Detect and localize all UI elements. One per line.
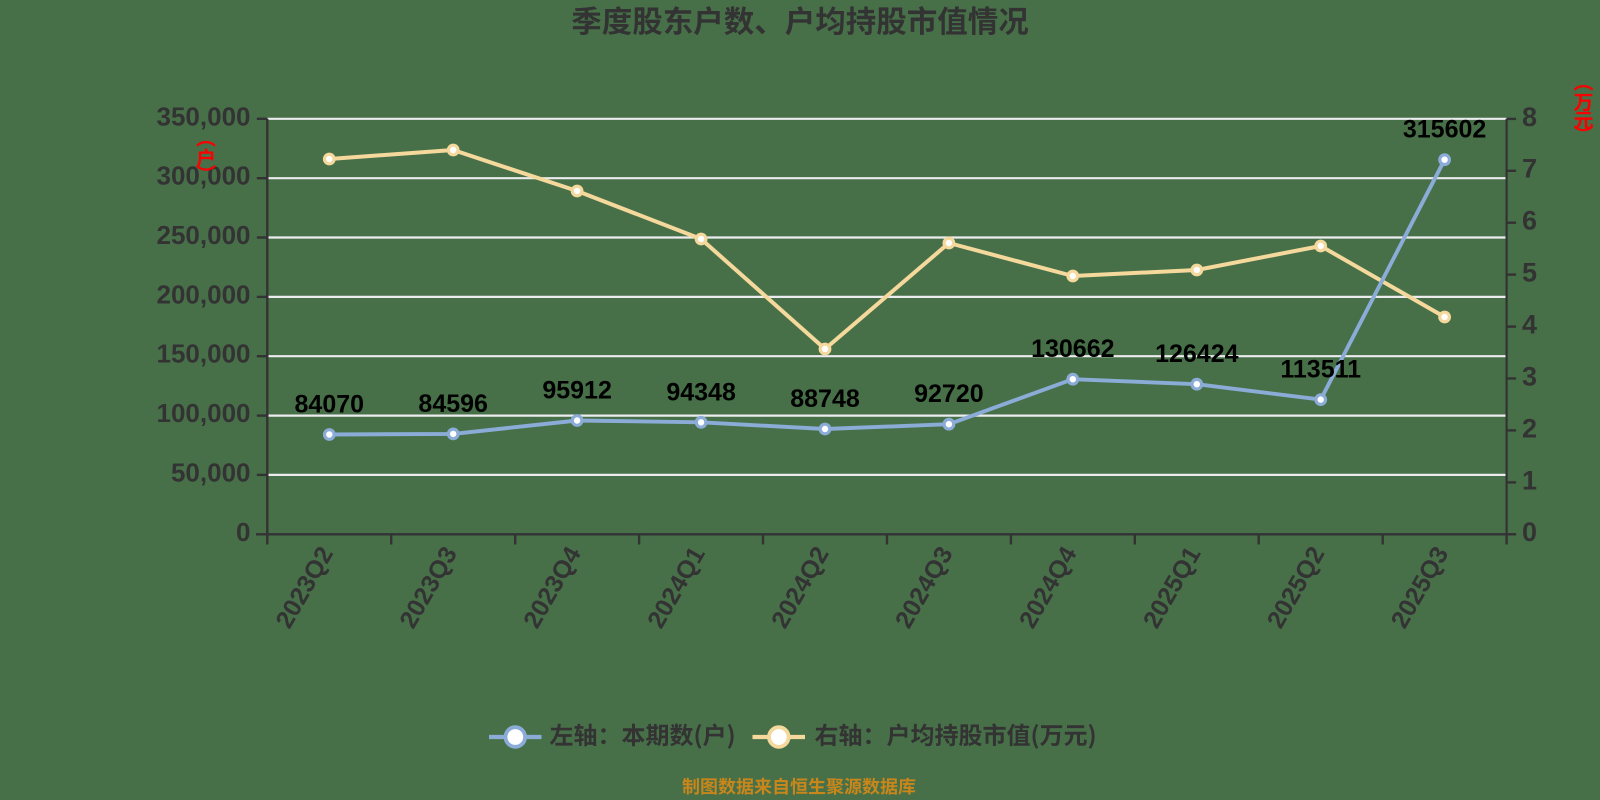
svg-text:300,000: 300,000 bbox=[157, 161, 251, 191]
svg-text:94348: 94348 bbox=[666, 378, 736, 406]
svg-text:250,000: 250,000 bbox=[157, 220, 251, 250]
svg-text:5: 5 bbox=[1522, 258, 1537, 288]
svg-text:150,000: 150,000 bbox=[157, 339, 251, 369]
svg-text:92720: 92720 bbox=[914, 380, 984, 408]
svg-text:88748: 88748 bbox=[790, 385, 860, 413]
svg-text:95912: 95912 bbox=[542, 377, 612, 405]
svg-text:0: 0 bbox=[1522, 517, 1537, 547]
svg-text:84070: 84070 bbox=[295, 391, 365, 419]
svg-text:6: 6 bbox=[1522, 206, 1537, 236]
svg-text:0: 0 bbox=[236, 517, 250, 547]
svg-text:350,000: 350,000 bbox=[157, 101, 251, 131]
svg-text:50,000: 50,000 bbox=[171, 457, 251, 487]
svg-text:126424: 126424 bbox=[1155, 340, 1239, 368]
svg-text:113511: 113511 bbox=[1280, 356, 1361, 384]
svg-text:100,000: 100,000 bbox=[157, 398, 251, 428]
svg-text:4: 4 bbox=[1522, 310, 1537, 340]
svg-text:8: 8 bbox=[1522, 102, 1537, 132]
svg-text:1: 1 bbox=[1522, 465, 1537, 495]
svg-text:200,000: 200,000 bbox=[157, 279, 251, 309]
svg-text:2: 2 bbox=[1522, 413, 1537, 443]
svg-text:130662: 130662 bbox=[1031, 335, 1114, 363]
svg-text:84596: 84596 bbox=[418, 390, 488, 418]
svg-text:7: 7 bbox=[1522, 154, 1537, 184]
svg-text:3: 3 bbox=[1522, 361, 1537, 391]
svg-text:315602: 315602 bbox=[1403, 116, 1486, 144]
